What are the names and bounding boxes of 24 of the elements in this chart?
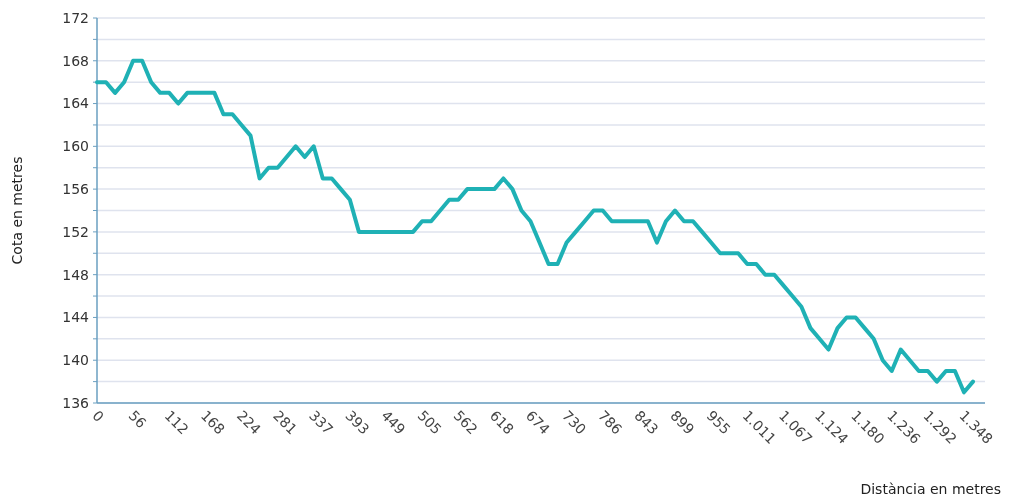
x-tick-label: 674: [522, 407, 554, 438]
x-tick-label: 56: [125, 407, 150, 432]
x-tick-label: 0: [89, 407, 108, 425]
y-tick-label: 172: [62, 9, 89, 26]
y-tick-label: 160: [62, 138, 89, 155]
y-tick-label: 168: [62, 52, 89, 69]
y-axis-title: Cota en metres: [9, 156, 25, 265]
x-tick-label: 843: [631, 407, 662, 438]
y-tick-label: 156: [62, 181, 90, 198]
x-tick-label: 112: [161, 407, 192, 438]
x-tick-label: 337: [306, 407, 337, 438]
y-tick-label: 144: [62, 309, 90, 326]
y-tick-label: 164: [62, 95, 90, 112]
x-tick-label: 168: [197, 407, 228, 438]
x-tick-label: 618: [486, 407, 517, 438]
line-series: [95, 58, 975, 395]
y-tick-label: 136: [62, 394, 90, 411]
y-tick-label: 140: [62, 352, 89, 369]
y-tick-label: 148: [62, 266, 89, 283]
y-tick-label: 152: [62, 223, 89, 240]
x-axis-title: Distància en metres: [860, 481, 1001, 497]
x-tick-label: 899: [667, 407, 698, 438]
x-tick-label: 449: [378, 407, 409, 438]
x-tick-label: 955: [703, 407, 734, 438]
